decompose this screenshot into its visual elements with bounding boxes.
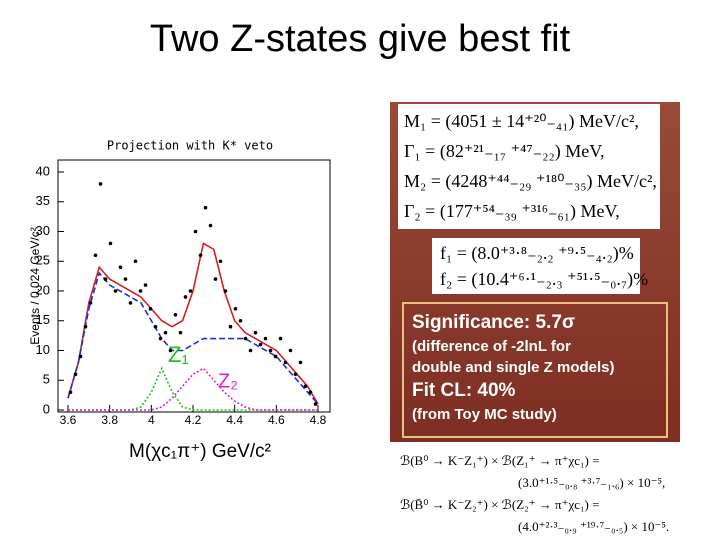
fit-curve — [68, 367, 318, 411]
data-point — [233, 307, 238, 311]
data-point — [228, 324, 233, 329]
data-point — [238, 318, 243, 323]
data-point — [173, 313, 178, 317]
fit-panel: M₁ = (4051 ± 14⁺²⁰₋₄₁) MeV/c², Γ₁ = (82⁺… — [390, 102, 680, 442]
data-point — [98, 182, 103, 186]
chart-title: Projection with K* veto — [107, 139, 273, 153]
note: (difference of -2lnL for — [412, 338, 571, 355]
data-point — [123, 277, 128, 281]
data-point — [168, 348, 173, 353]
data-point — [88, 301, 93, 305]
y-tick-label: 20 — [36, 282, 50, 297]
formula: ℬ(B⁰ → K⁻Z₁⁺) × ℬ(Z₁⁺ → π⁺χc₁) = — [400, 453, 600, 468]
plot-frame — [57, 159, 331, 413]
x-tick-label: 4.6 — [268, 413, 285, 427]
slide-title: Two Z-states give best fit — [149, 18, 571, 60]
y-tick-label: 10 — [36, 342, 50, 357]
fit-curve — [67, 271, 319, 405]
y-tick-label: 25 — [36, 253, 50, 268]
y-tick-label: 35 — [36, 193, 50, 208]
x-tick-label: 3.6 — [60, 413, 77, 427]
data-point — [143, 283, 148, 287]
data-point — [178, 330, 183, 335]
data-point — [268, 348, 273, 353]
x-tick-label: 4.2 — [185, 413, 202, 427]
data-point — [243, 336, 248, 341]
formula: ℬ(B̄⁰ → K⁻Z₂⁺) × ℬ(Z₂⁺ → π⁺χc₁) = — [400, 497, 600, 512]
significance: Significance: 5.7σ — [412, 312, 575, 333]
fit-curve — [67, 242, 319, 405]
data-point — [208, 223, 213, 228]
data-point — [313, 402, 318, 406]
data-point — [188, 289, 193, 293]
fraction-box: f₁ = (8.0⁺³·⁸₋₂.₂ ⁺⁹·⁵₋₄.₂)% f₂ = (10.4⁺… — [432, 238, 649, 294]
data-point — [253, 330, 258, 335]
y-tick-label: 5 — [43, 372, 50, 387]
data-point — [278, 336, 283, 341]
data-point — [163, 330, 168, 335]
fit-cl: Fit CL: 40% — [412, 380, 516, 401]
x-axis-label: M(χc₁π⁺) GeV/c² — [129, 441, 271, 462]
data-point — [73, 372, 78, 377]
formula: (4.0⁺²·³₋₀.₉ ⁺¹⁹·⁷₋₀.₅) × 10⁻⁵. — [518, 519, 670, 534]
data-point — [193, 229, 198, 234]
branching-formulas: ℬ(B⁰ → K⁻Z₁⁺) × ℬ(Z₁⁺ → π⁺χc₁) = (3.0⁺¹·… — [400, 450, 680, 538]
parameter-box: M₁ = (4051 ± 14⁺²⁰₋₄₁) MeV/c², Γ₁ = (82⁺… — [398, 104, 660, 229]
data-point — [148, 307, 153, 311]
data-point — [158, 336, 163, 341]
formula: M₂ = (4248⁺⁴⁴₋₂₉ ⁺¹⁸⁰₋₃₅) MeV/c², — [404, 171, 657, 191]
data-point — [288, 348, 293, 353]
data-point — [303, 384, 308, 389]
y-tick-label: 30 — [36, 223, 50, 238]
data-point — [273, 354, 278, 359]
data-point — [83, 324, 88, 329]
data-point — [93, 253, 98, 258]
note: (from Toy MC study) — [412, 406, 557, 423]
data-point — [198, 253, 203, 258]
data-point — [223, 289, 228, 293]
chart: Projection with K* veto 0 5 10 15 20 25 30 35 40 3… — [28, 139, 331, 462]
data-point — [153, 324, 158, 329]
y-tick-label: 15 — [36, 312, 50, 327]
data-point — [248, 348, 253, 353]
data-point — [298, 360, 303, 365]
data-point — [293, 372, 298, 377]
formula: f₂ = (10.4⁺⁶·¹₋₂.₃ ⁺⁵¹·⁵₋₀.₇)% — [440, 269, 649, 289]
data-point — [258, 342, 263, 347]
data-point — [103, 277, 108, 281]
data-point — [118, 265, 123, 270]
x-tick-label: 4.4 — [226, 413, 243, 427]
annotation: Z₂ — [218, 370, 238, 392]
note: double and single Z models) — [412, 359, 615, 376]
formula: M₁ = (4051 ± 14⁺²⁰₋₄₁) MeV/c², — [404, 111, 639, 131]
formula: f₁ = (8.0⁺³·⁸₋₂.₂ ⁺⁹·⁵₋₄.₂)% — [440, 243, 634, 263]
data-point — [183, 295, 188, 299]
data-point — [128, 301, 133, 305]
y-tick-label: 0 — [43, 401, 50, 416]
data-point — [283, 360, 288, 365]
data-point — [133, 259, 138, 264]
data-point — [68, 390, 73, 394]
data-point — [113, 289, 118, 293]
data-point — [308, 390, 313, 394]
x-tick-label: 3.8 — [101, 413, 118, 427]
data-point — [263, 336, 268, 341]
x-tick-label: 4 — [148, 413, 155, 427]
data-point — [213, 277, 218, 281]
formula: (3.0⁺¹·⁵₋₀.₈ ⁺³·⁷₋₁.₆) × 10⁻⁵, — [518, 475, 666, 490]
x-tick-label: 4.8 — [310, 413, 327, 427]
fit-curve — [68, 366, 318, 411]
data-point — [108, 241, 113, 246]
data-point — [138, 289, 143, 293]
data-point — [78, 354, 83, 359]
data-point — [203, 205, 208, 210]
data-point — [218, 259, 223, 264]
annotation: Z₁ — [168, 342, 189, 367]
formula: Γ₁ = (82⁺²¹₋₁₇ ⁺⁴⁷₋₂₂) MeV, — [404, 141, 605, 161]
formula: Γ₂ = (177⁺⁵⁴₋₃₉ ⁺³¹⁶₋₆₁) MeV, — [404, 201, 620, 221]
y-axis-label: Events / 0.024 GeV/c² — [28, 227, 42, 344]
significance-box: Significance: 5.7σ (difference of -2lnL … — [402, 302, 668, 438]
y-tick-label: 40 — [36, 163, 50, 178]
